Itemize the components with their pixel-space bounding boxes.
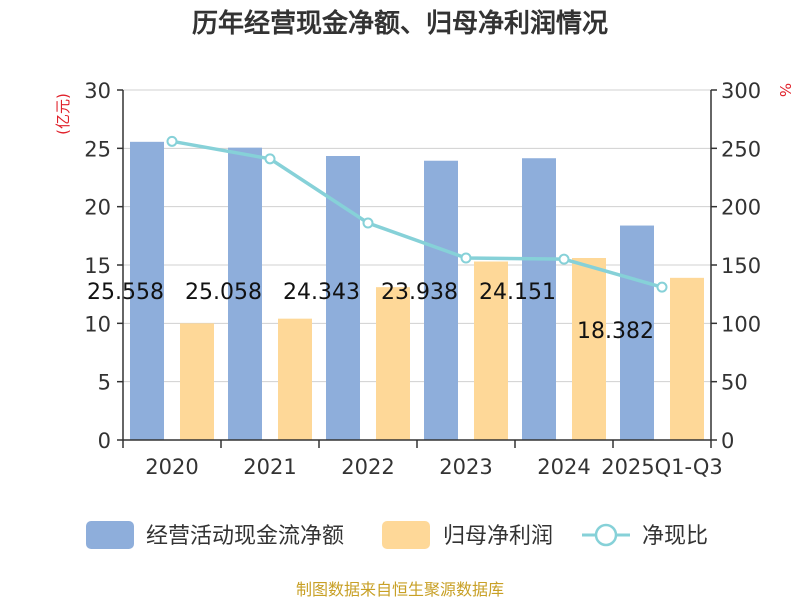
legend-swatch-cash-flow [86, 521, 134, 549]
data-label-cash-flow: 25.558 [87, 280, 164, 305]
ratio-line [171, 139, 663, 289]
data-label-cash-flow: 24.343 [283, 280, 360, 305]
left-axis-unit: (亿元) [54, 93, 72, 135]
ratio-point [264, 153, 276, 165]
bar-net-profit [180, 323, 214, 440]
data-label-cash-flow: 24.151 [479, 280, 556, 305]
ratio-line-group [166, 135, 668, 293]
bar-net-profit [670, 277, 704, 440]
ratio-point [656, 281, 668, 293]
right-axis-tick-label: 150 [721, 254, 761, 278]
right-axis-tick-label: 200 [721, 196, 761, 220]
bar-net-profit [572, 258, 606, 440]
legend-marker-ratio [594, 523, 618, 547]
axes-group [117, 89, 717, 448]
right-axis-tick-label: 0 [721, 429, 734, 453]
right-axis-tick-label: 50 [721, 371, 748, 395]
left-axis-tick-label: 15 [84, 254, 111, 278]
right-axis-unit: % [776, 83, 794, 97]
left-axis-tick-label: 0 [98, 429, 111, 453]
right-axis-tick-label: 300 [721, 79, 761, 103]
x-axis-category-label: 2025Q1-Q3 [601, 455, 723, 479]
left-axis-tick-label: 25 [84, 137, 111, 161]
legend-swatch-net-profit [382, 521, 430, 549]
left-axis-tick-label: 5 [98, 371, 111, 395]
left-axis-tick-label: 10 [84, 312, 111, 336]
bar-cash-flow [620, 225, 654, 440]
chart-title: 历年经营现金净额、归母净利润情况 [192, 8, 608, 39]
bar-net-profit [474, 261, 508, 440]
bar-cash-flow [130, 141, 164, 440]
data-label-cash-flow: 23.938 [381, 280, 458, 305]
ratio-point [460, 252, 472, 264]
right-axis-tick-label: 250 [721, 137, 761, 161]
left-axis-tick-label: 30 [84, 79, 111, 103]
legend-label-cash-flow: 经营活动现金流净额 [146, 524, 344, 549]
bar-cash-flow [326, 155, 360, 440]
legend-label-ratio: 净现比 [642, 524, 708, 549]
x-axis-category-label: 2023 [439, 455, 492, 479]
x-axis-category-label: 2021 [243, 455, 296, 479]
x-axis-category-label: 2022 [341, 455, 394, 479]
data-label-cash-flow: 25.058 [185, 280, 262, 305]
ratio-point [362, 217, 374, 229]
legend: 经营活动现金流净额 归母净利润 净现比 [86, 521, 708, 549]
x-axis-category-label: 2024 [537, 455, 590, 479]
bar-cash-flow [424, 160, 458, 440]
bar-cash-flow [228, 147, 262, 440]
x-axis-category-label: 2020 [145, 455, 198, 479]
bar-cash-flow [522, 158, 556, 440]
ratio-point [558, 253, 570, 265]
bar-net-profit [376, 287, 410, 440]
data-label-cash-flow: 18.382 [577, 319, 654, 344]
bar-net-profit [278, 318, 312, 440]
data-labels-group: 25.558 25.058 24.343 23.938 24.151 18.382 [87, 280, 654, 344]
right-axis-tick-label: 100 [721, 312, 761, 336]
ratio-point [166, 135, 178, 147]
legend-label-net-profit: 归母净利润 [443, 524, 553, 549]
bars-group [130, 141, 704, 440]
left-axis-tick-label: 20 [84, 196, 111, 220]
data-source-note: 制图数据来自恒生聚源数据库 [296, 580, 504, 599]
